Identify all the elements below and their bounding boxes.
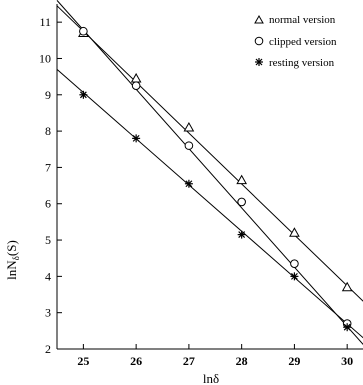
data-point-triangle bbox=[341, 281, 353, 292]
legend-item-clipped: clipped version bbox=[254, 36, 337, 48]
y-tick-label: 5 bbox=[45, 233, 51, 247]
plot-area bbox=[56, 4, 363, 350]
legend-label: normal version bbox=[269, 14, 336, 26]
y-tick-label: 3 bbox=[45, 306, 51, 320]
data-point-star bbox=[184, 179, 193, 188]
fit-lines bbox=[56, 0, 363, 345]
data-point-star bbox=[343, 323, 352, 332]
data-point-triangle bbox=[130, 72, 142, 83]
fit-line-circle bbox=[56, 0, 363, 345]
data-point-triangle bbox=[183, 121, 195, 132]
x-tick-label: 25 bbox=[77, 354, 89, 368]
data-point-triangle bbox=[289, 227, 300, 237]
x-tick-label: 28 bbox=[236, 354, 248, 368]
data-point-star bbox=[237, 230, 246, 239]
data-point-circle bbox=[79, 26, 88, 36]
data-point-star bbox=[132, 134, 141, 143]
y-tick-label: 4 bbox=[45, 269, 51, 283]
data-point-star bbox=[79, 90, 88, 99]
data-point-circle bbox=[237, 197, 246, 207]
y-tick-label: 2 bbox=[45, 342, 51, 356]
y-tick-label: 10 bbox=[39, 51, 51, 65]
data-point-star bbox=[290, 272, 299, 281]
x-tick-label: 27 bbox=[183, 354, 195, 368]
data-point-circle bbox=[131, 81, 141, 91]
y-tick-label: 9 bbox=[45, 88, 51, 102]
x-axis-title: lnδ bbox=[203, 371, 219, 385]
data-markers bbox=[78, 26, 353, 332]
y-ticks: 2 3 4 5 6 7 8 9 10 11 bbox=[39, 15, 62, 356]
legend-item-resting: resting version bbox=[255, 57, 335, 69]
data-point-circle bbox=[290, 259, 299, 268]
fit-line-star bbox=[56, 68, 363, 339]
legend-label: clipped version bbox=[269, 36, 337, 48]
y-tick-label: 7 bbox=[45, 160, 51, 174]
legend-triangle-marker bbox=[254, 14, 264, 24]
y-tick-label: 6 bbox=[45, 197, 51, 211]
x-ticks: 25 26 27 28 29 30 bbox=[77, 344, 353, 368]
y-tick-label: 11 bbox=[39, 15, 51, 29]
x-tick-label: 30 bbox=[341, 354, 353, 368]
legend-label: resting version bbox=[269, 57, 335, 69]
x-tick-label: 29 bbox=[288, 354, 300, 368]
data-point-triangle bbox=[236, 174, 248, 185]
legend-star-marker bbox=[255, 58, 263, 66]
legend-circle-marker bbox=[254, 36, 264, 46]
legend: normal version clipped version resting v… bbox=[254, 14, 337, 69]
fit-line-triangle bbox=[56, 5, 363, 302]
legend-item-normal: normal version bbox=[254, 14, 336, 26]
y-tick-label: 8 bbox=[45, 124, 51, 138]
data-point-circle bbox=[184, 141, 194, 150]
x-tick-label: 26 bbox=[130, 354, 142, 368]
y-axis-title: lnNδ(S) bbox=[4, 240, 21, 280]
